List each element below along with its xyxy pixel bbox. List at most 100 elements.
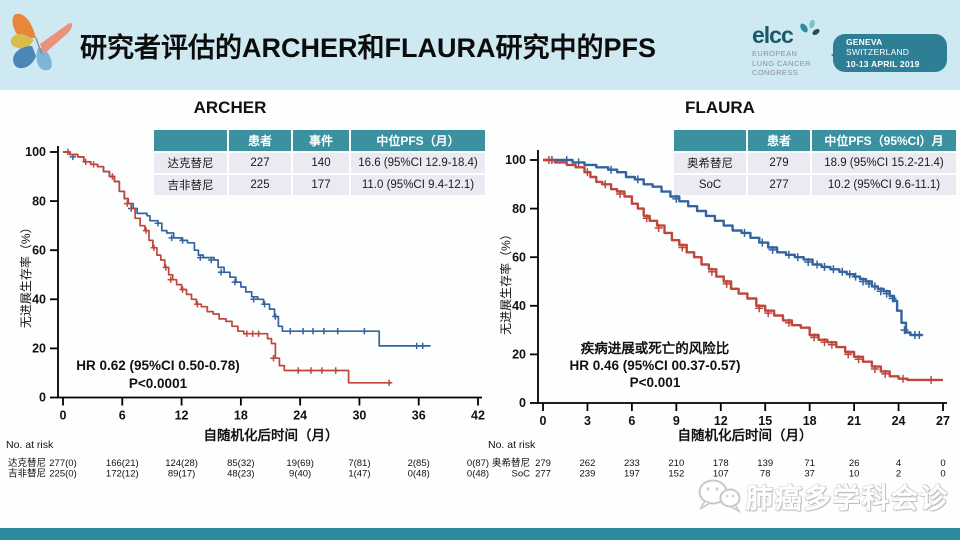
table-header-row: 患者 事件 中位PFS（月） (154, 130, 485, 151)
at-risk-value: 210 (668, 458, 684, 469)
at-risk-value: 4 (896, 458, 901, 469)
x-tick-label: 12 (714, 414, 728, 428)
archer-km-chart: 0 20 40 60 80 100 0 6 12 18 24 30 36 42 无进展生存率（%） HR 0.… (6, 145, 489, 480)
x-tick-label: 24 (293, 409, 307, 423)
archer-median-pfs-table: 患者 事件 中位PFS（月） 达克替尼 227 140 16.6 (95%CI 12.9-1… (152, 128, 487, 197)
x-tick-label: 6 (119, 409, 126, 423)
at-risk-value: 166(21) (106, 458, 139, 469)
bottom-accent-bar (0, 528, 960, 540)
table-cell: 277 (748, 175, 810, 195)
x-axis-label: 自随机化后时间（月） (204, 427, 339, 443)
table-header-cell (674, 130, 746, 151)
table-cell: 18.9 (95%CI 15.2-21.4) (812, 153, 956, 173)
x-tick-label: 6 (628, 414, 635, 428)
at-risk-value: 152 (668, 469, 684, 480)
table-header-cell: 事件 (293, 130, 349, 151)
table-cell: 225 (229, 175, 291, 195)
y-tick-label: 0 (519, 396, 526, 410)
elcc-leaf-icon (800, 20, 820, 36)
flaura-summary-table: 患者 中位PFS（95%CI）月 奥希替尼 279 18.9 (95%CI 15.2-2… (672, 128, 958, 197)
table-cell: 奥希替尼 (674, 153, 746, 173)
at-risk-row-name: 吉非替尼 (8, 468, 46, 480)
at-risk-value: 7(81) (348, 458, 370, 469)
y-tick-label: 20 (512, 348, 526, 362)
at-risk-value: 1(47) (348, 469, 370, 480)
table-header-row: 患者 中位PFS（95%CI）月 (674, 130, 956, 151)
table-header-cell: 患者 (229, 130, 291, 151)
congress-location-badge: GENEVA SWITZERLAND 10-13 APRIL 2019 (831, 34, 947, 72)
table-cell: 279 (748, 153, 810, 173)
badge-dates: 10-13 APRIL 2019 (846, 59, 920, 69)
censor-marks-吉非替尼 (64, 148, 393, 386)
x-tick-label: 24 (892, 414, 906, 428)
at-risk-value: 233 (624, 458, 640, 469)
x-tick-label: 30 (352, 409, 366, 423)
flaura-median-pfs-table: 患者 中位PFS（95%CI）月 奥希替尼 279 18.9 (95%CI 15.2-2… (672, 128, 958, 197)
elcc-wordmark: elcc (752, 22, 794, 48)
at-risk-row-name: 奥希替尼 (492, 457, 530, 469)
x-tick-label: 9 (673, 414, 680, 428)
at-risk-value: 71 (804, 458, 815, 469)
km-curve-SoC (543, 158, 943, 382)
page-title: 研究者评估的ARCHER和FLAURA研究中的PFS (80, 32, 656, 63)
at-risk-value: 0(48) (408, 469, 430, 480)
table-cell: 11.0 (95%CI 9.4-12.1) (351, 175, 485, 195)
at-risk-value: 26 (849, 458, 860, 469)
table-row: 吉非替尼 225 177 11.0 (95%CI 9.4-12.1) (154, 175, 485, 195)
table-header-cell: 患者 (748, 130, 810, 151)
header-band: 研究者评估的ARCHER和FLAURA研究中的PFS elcc EUROPEAN… (0, 0, 960, 90)
y-tick-label: 0 (39, 391, 46, 405)
table-cell: 140 (293, 153, 349, 173)
table-cell: 10.2 (95%CI 9.6-11.1) (812, 175, 956, 195)
table-row: 奥希替尼 279 18.9 (95%CI 15.2-21.4) (674, 153, 956, 173)
y-axis-label: 无进展生存率（%） (18, 221, 33, 328)
censor-marks-达克替尼 (69, 153, 426, 350)
at-risk-value: 277 (535, 469, 551, 480)
hr-annotation: P<0.0001 (129, 376, 188, 391)
x-axis-label: 自随机化后时间（月） (678, 427, 813, 443)
y-tick-label: 40 (512, 299, 526, 313)
hr-annotation: HR 0.46 (95%CI 00.37-0.57) (569, 358, 740, 373)
y-tick-label: 60 (32, 243, 46, 257)
at-risk-value: 2 (896, 469, 901, 480)
at-risk-value: 48(23) (227, 469, 254, 480)
elcc-org-name: EUROPEAN LUNG CANCER CONGRESS (752, 49, 811, 77)
x-tick-label: 12 (175, 409, 189, 423)
y-tick-label: 80 (32, 194, 46, 208)
table-row: SoC 277 10.2 (95%CI 9.6-11.1) (674, 175, 956, 195)
x-tick-label: 0 (60, 409, 67, 423)
at-risk-value: 0(87) (467, 458, 489, 469)
at-risk-value: 124(28) (165, 458, 198, 469)
elcc-logo: elcc EUROPEAN LUNG CANCER CONGRESS (752, 20, 832, 78)
archer-chart-title: ARCHER (193, 98, 267, 117)
watermark-text: 肺癌多学科会诊 (746, 483, 949, 514)
table-header-cell: 中位PFS（月） (351, 130, 485, 151)
y-tick-label: 60 (512, 250, 526, 264)
hr-annotation: P<0.001 (630, 375, 681, 390)
x-tick-label: 15 (758, 414, 772, 428)
at-risk-value: 239 (580, 469, 596, 480)
table-header-cell: 中位PFS（95%CI）月 (812, 130, 956, 151)
at-risk-value: 85(32) (227, 458, 254, 469)
table-header-cell (154, 130, 227, 151)
at-risk-value: 2(85) (408, 458, 430, 469)
x-tick-label: 21 (847, 414, 861, 428)
x-tick-label: 42 (471, 409, 485, 423)
wechat-icon (698, 479, 742, 514)
hr-annotation: HR 0.62 (95%CI 0.50-0.78) (76, 358, 240, 373)
at-risk-value: 19(69) (286, 458, 313, 469)
table-cell: 227 (229, 153, 291, 173)
at-risk-value: 279 (535, 458, 551, 469)
at-risk-value: 172(12) (106, 469, 139, 480)
at-risk-value: 178 (713, 458, 729, 469)
table-cell: SoC (674, 175, 746, 195)
x-tick-label: 0 (540, 414, 547, 428)
butterfly-logo-icon (10, 13, 73, 71)
at-risk-value: 0(48) (467, 469, 489, 480)
y-tick-label: 100 (25, 145, 46, 159)
at-risk-value: 78 (760, 469, 771, 480)
at-risk-row-name: 达克替尼 (8, 457, 46, 469)
at-risk-label: No. at risk (6, 439, 54, 451)
at-risk-value: 10 (849, 469, 860, 480)
